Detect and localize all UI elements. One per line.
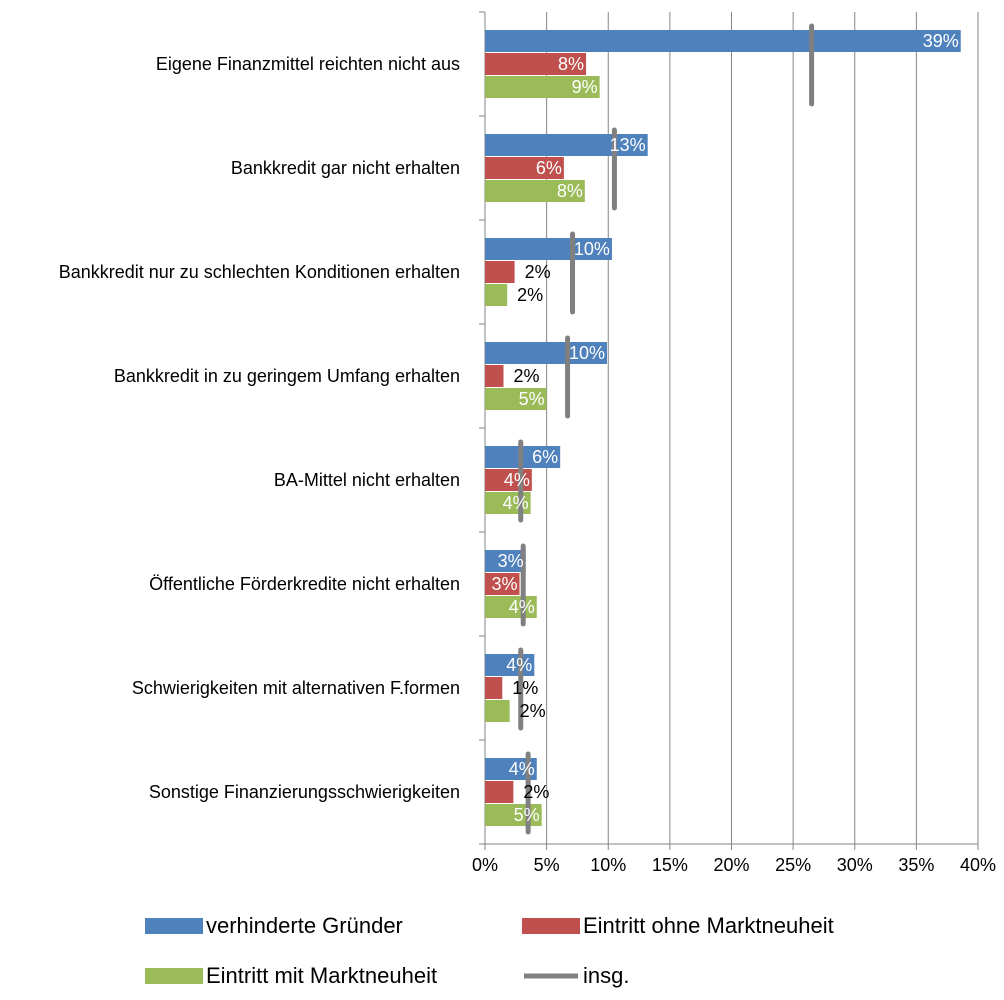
bar bbox=[485, 261, 515, 283]
value-label: 3% bbox=[491, 574, 517, 594]
value-label: 1% bbox=[512, 678, 538, 698]
value-label: 6% bbox=[536, 158, 562, 178]
value-label: 13% bbox=[610, 135, 646, 155]
legend-swatch bbox=[145, 918, 203, 934]
value-label: 4% bbox=[506, 655, 532, 675]
value-label: 10% bbox=[569, 343, 605, 363]
value-label: 4% bbox=[504, 470, 530, 490]
bar bbox=[485, 365, 504, 387]
category-text: Schwierigkeiten mit alternativen F.forme… bbox=[131, 678, 460, 698]
legend-swatch bbox=[145, 968, 203, 984]
bar bbox=[485, 700, 510, 722]
x-tick-label: 10% bbox=[590, 855, 626, 875]
value-label: 4% bbox=[503, 493, 529, 513]
category-label: Bankkredit nur zu schlechten Konditionen… bbox=[10, 260, 460, 284]
x-tick-label: 15% bbox=[652, 855, 688, 875]
legend-label: insg. bbox=[583, 963, 629, 988]
bar bbox=[485, 781, 514, 803]
bar bbox=[485, 76, 600, 98]
bar bbox=[485, 550, 526, 572]
category-text: BA-Mittel nicht erhalten bbox=[273, 470, 460, 490]
bar bbox=[485, 53, 587, 75]
category-text: Sonstige Finanzierungsschwierigkeiten bbox=[148, 782, 460, 802]
value-label: 4% bbox=[509, 597, 535, 617]
value-label: 2% bbox=[523, 782, 549, 802]
x-tick-label: 30% bbox=[837, 855, 873, 875]
value-label: 39% bbox=[923, 31, 959, 51]
legend-label: Eintritt ohne Marktneuheit bbox=[583, 913, 834, 938]
category-label: Sonstige Finanzierungsschwierigkeiten bbox=[10, 780, 460, 804]
legend-label: verhinderte Gründer bbox=[206, 913, 403, 938]
legend-label: Eintritt mit Marktneuheit bbox=[206, 963, 437, 988]
value-label: 10% bbox=[574, 239, 610, 259]
legend-swatch bbox=[522, 918, 580, 934]
value-label: 6% bbox=[532, 447, 558, 467]
bar bbox=[485, 388, 547, 410]
bar bbox=[485, 284, 508, 306]
x-tick-label: 35% bbox=[898, 855, 934, 875]
bar bbox=[485, 758, 537, 780]
category-label: Bankkredit in zu geringem Umfang erhalte… bbox=[10, 364, 460, 388]
bar bbox=[485, 157, 564, 179]
bar bbox=[485, 573, 520, 595]
x-tick-label: 5% bbox=[534, 855, 560, 875]
value-label: 5% bbox=[519, 389, 545, 409]
bar bbox=[485, 134, 648, 156]
category-label: BA-Mittel nicht erhalten bbox=[10, 468, 460, 492]
category-text: Öffentliche Förderkredite nicht erhalten bbox=[149, 574, 460, 594]
category-label: Eigene Finanzmittel reichten nicht aus bbox=[10, 52, 460, 76]
x-tick-label: 0% bbox=[472, 855, 498, 875]
x-tick-label: 20% bbox=[713, 855, 749, 875]
value-label: 2% bbox=[520, 701, 546, 721]
value-label: 8% bbox=[558, 54, 584, 74]
value-label: 2% bbox=[525, 262, 551, 282]
value-label: 5% bbox=[514, 805, 540, 825]
x-tick-label: 25% bbox=[775, 855, 811, 875]
bar bbox=[485, 238, 612, 260]
x-tick-label: 40% bbox=[960, 855, 996, 875]
category-text: Bankkredit gar nicht erhalten bbox=[230, 158, 460, 178]
bar bbox=[485, 342, 608, 364]
bar bbox=[485, 677, 503, 699]
category-text: Bankkredit nur zu schlechten Konditionen… bbox=[58, 262, 460, 282]
value-label: 4% bbox=[509, 759, 535, 779]
bar bbox=[485, 180, 585, 202]
category-label: Öffentliche Förderkredite nicht erhalten bbox=[10, 572, 460, 596]
category-text: Bankkredit in zu geringem Umfang erhalte… bbox=[113, 366, 460, 386]
value-label: 3% bbox=[498, 551, 524, 571]
category-label: Schwierigkeiten mit alternativen F.forme… bbox=[10, 676, 460, 700]
category-label: Bankkredit gar nicht erhalten bbox=[10, 156, 460, 180]
value-label: 2% bbox=[513, 366, 539, 386]
value-label: 9% bbox=[572, 77, 598, 97]
value-label: 8% bbox=[557, 181, 583, 201]
category-text: Eigene Finanzmittel reichten nicht aus bbox=[155, 54, 460, 74]
bar bbox=[485, 30, 961, 52]
value-label: 2% bbox=[517, 285, 543, 305]
